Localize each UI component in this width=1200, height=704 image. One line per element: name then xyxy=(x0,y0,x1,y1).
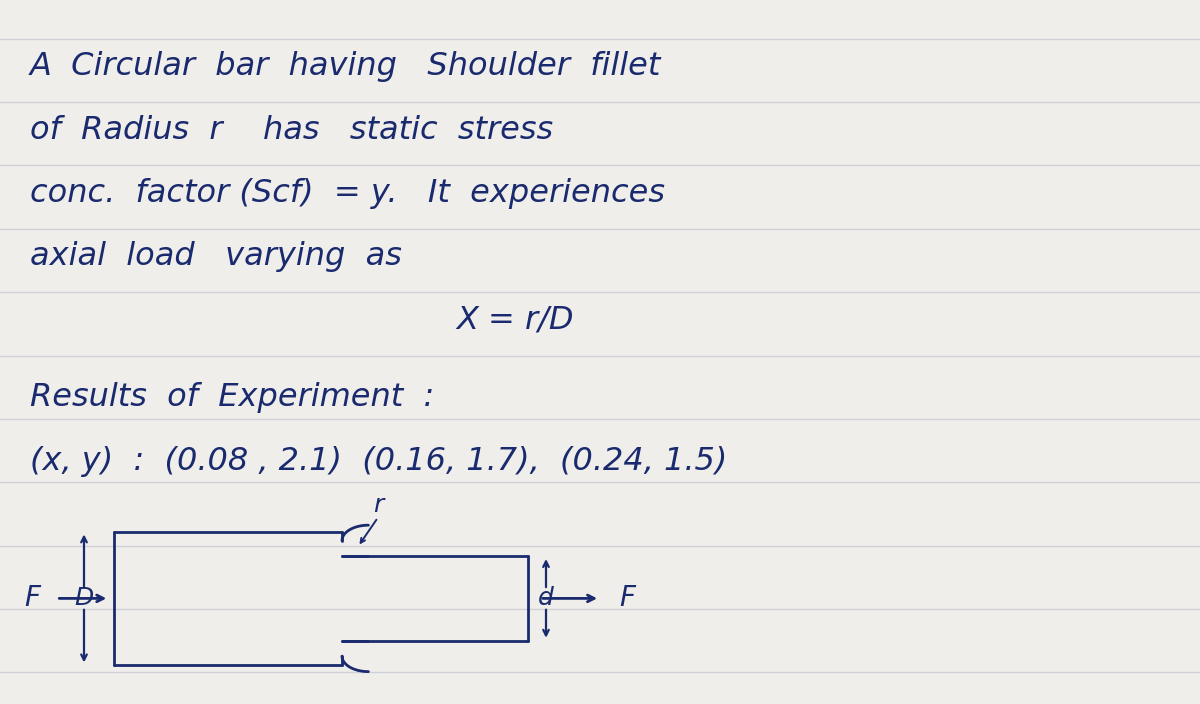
Text: D: D xyxy=(74,586,94,610)
Text: axial  load   varying  as: axial load varying as xyxy=(30,241,402,272)
Text: Results  of  Experiment  :: Results of Experiment : xyxy=(30,382,434,413)
Text: conc.  factor (Scf)  = y.   It  experiences: conc. factor (Scf) = y. It experiences xyxy=(30,178,665,209)
Text: F: F xyxy=(24,584,41,612)
Text: A  Circular  bar  having   Shoulder  fillet: A Circular bar having Shoulder fillet xyxy=(30,51,661,82)
Text: (x, y)  :  (0.08 , 2.1)  (0.16, 1.7),  (0.24, 1.5): (x, y) : (0.08 , 2.1) (0.16, 1.7), (0.24… xyxy=(30,446,727,477)
Text: r: r xyxy=(373,494,383,517)
Text: X = r/D: X = r/D xyxy=(456,305,574,336)
Text: F: F xyxy=(619,584,636,612)
Text: d: d xyxy=(538,586,554,610)
Text: of  Radius  r    has   static  stress: of Radius r has static stress xyxy=(30,115,553,146)
